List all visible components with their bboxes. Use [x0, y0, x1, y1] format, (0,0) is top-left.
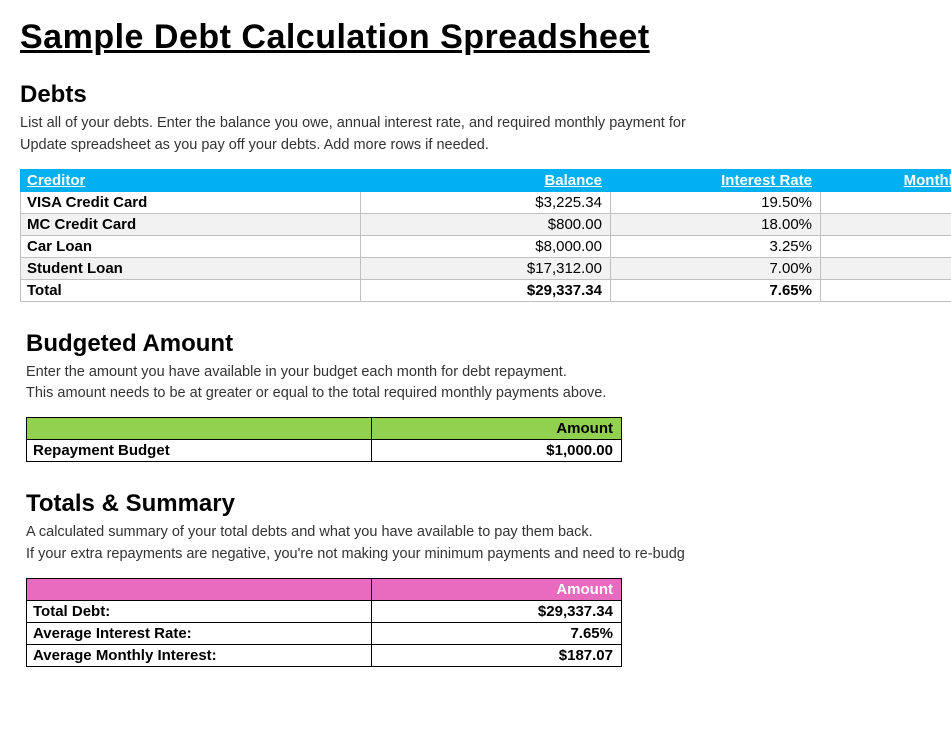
budget-header-row: Amount: [27, 418, 622, 440]
cell-creditor[interactable]: Car Loan: [21, 235, 361, 257]
summary-label: Average Monthly Interest:: [27, 644, 372, 666]
cell-balance[interactable]: $8,000.00: [361, 235, 611, 257]
cell-balance[interactable]: $17,312.00: [361, 257, 611, 279]
page-title: Sample Debt Calculation Spreadsheet: [20, 18, 951, 57]
summary-value: $29,337.34: [372, 600, 622, 622]
total-rate: 7.65%: [611, 279, 821, 301]
cell-creditor[interactable]: Student Loan: [21, 257, 361, 279]
summary-label: Total Debt:: [27, 600, 372, 622]
summary-value: 7.65%: [372, 622, 622, 644]
budget-section: Budgeted Amount Enter the amount you hav…: [26, 330, 951, 463]
budget-label: Repayment Budget: [27, 440, 372, 462]
summary-label: Average Interest Rate:: [27, 622, 372, 644]
summary-table: Amount Total Debt:$29,337.34Average Inte…: [26, 578, 622, 667]
budget-table: Amount Repayment Budget $1,000.00: [26, 417, 622, 462]
budget-description: Enter the amount you have available in y…: [26, 362, 951, 406]
cell-creditor[interactable]: MC Credit Card: [21, 213, 361, 235]
col-balance: Balance: [361, 169, 611, 191]
total-label: Total: [21, 279, 361, 301]
cell-pay[interactable]: $1: [821, 191, 951, 213]
table-row: MC Credit Card$800.0018.00%$: [21, 213, 951, 235]
cell-creditor[interactable]: VISA Credit Card: [21, 191, 361, 213]
cell-pay[interactable]: $3: [821, 235, 951, 257]
budget-col-amount: Amount: [372, 418, 622, 440]
total-balance: $29,337.34: [361, 279, 611, 301]
summary-blank: [27, 578, 372, 600]
cell-rate[interactable]: 19.50%: [611, 191, 821, 213]
col-pay: Monthly Pay: [821, 169, 951, 191]
summary-description: A calculated summary of your total debts…: [26, 522, 951, 566]
table-row: Car Loan$8,000.003.25%$3: [21, 235, 951, 257]
cell-rate[interactable]: 18.00%: [611, 213, 821, 235]
cell-balance[interactable]: $800.00: [361, 213, 611, 235]
cell-pay[interactable]: $2: [821, 257, 951, 279]
col-rate: Interest Rate: [611, 169, 821, 191]
table-row: VISA Credit Card$3,225.3419.50%$1: [21, 191, 951, 213]
budget-row: Repayment Budget $1,000.00: [27, 440, 622, 462]
summary-row: Average Interest Rate:7.65%: [27, 622, 622, 644]
budget-value[interactable]: $1,000.00: [372, 440, 622, 462]
total-pay: $7: [821, 279, 951, 301]
debts-description: List all of your debts. Enter the balanc…: [20, 113, 951, 157]
cell-balance[interactable]: $3,225.34: [361, 191, 611, 213]
col-creditor: Creditor: [21, 169, 361, 191]
summary-col-amount: Amount: [372, 578, 622, 600]
summary-header-row: Amount: [27, 578, 622, 600]
summary-section: Totals & Summary A calculated summary of…: [26, 490, 951, 667]
summary-row: Average Monthly Interest:$187.07: [27, 644, 622, 666]
debts-table: Creditor Balance Interest Rate Monthly P…: [20, 169, 951, 302]
debts-heading: Debts: [20, 81, 951, 109]
budget-blank: [27, 418, 372, 440]
debts-header-row: Creditor Balance Interest Rate Monthly P…: [21, 169, 951, 191]
debts-section: Debts List all of your debts. Enter the …: [20, 81, 951, 302]
budget-heading: Budgeted Amount: [26, 330, 951, 358]
debts-total-row: Total$29,337.347.65%$7: [21, 279, 951, 301]
summary-heading: Totals & Summary: [26, 490, 951, 518]
summary-value: $187.07: [372, 644, 622, 666]
cell-rate[interactable]: 3.25%: [611, 235, 821, 257]
cell-rate[interactable]: 7.00%: [611, 257, 821, 279]
table-row: Student Loan$17,312.007.00%$2: [21, 257, 951, 279]
cell-pay[interactable]: $: [821, 213, 951, 235]
summary-row: Total Debt:$29,337.34: [27, 600, 622, 622]
